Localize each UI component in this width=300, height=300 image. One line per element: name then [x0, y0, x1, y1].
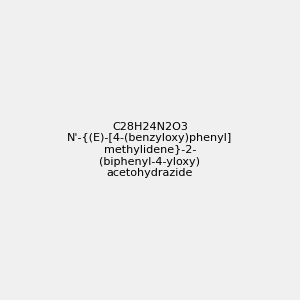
Text: C28H24N2O3
N'-{(E)-[4-(benzyloxy)phenyl]
methylidene}-2-
(biphenyl-4-yloxy)
acet: C28H24N2O3 N'-{(E)-[4-(benzyloxy)phenyl]…	[68, 122, 232, 178]
